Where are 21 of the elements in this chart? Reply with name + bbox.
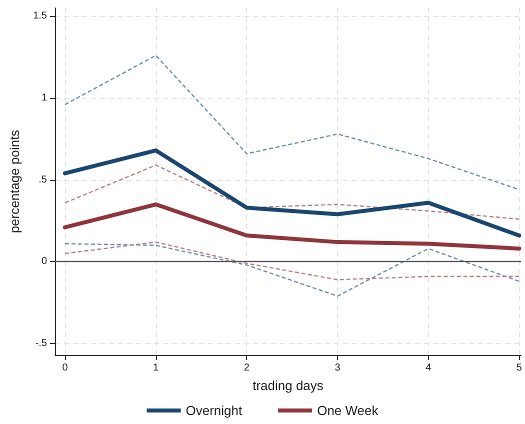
line-series <box>62 148 522 238</box>
x-tick-label: 4 <box>426 362 432 374</box>
y-tick-label: .5 <box>38 174 48 186</box>
line-series <box>64 54 520 190</box>
legend-label: Overnight <box>186 403 242 418</box>
legend-label: One Week <box>317 403 379 418</box>
line-series <box>62 202 522 251</box>
x-tick-label: 0 <box>62 362 68 374</box>
y-tick-label: 1 <box>41 92 48 104</box>
line-series <box>64 241 520 280</box>
x-tick-label: 3 <box>334 362 341 374</box>
y-tick-label: -.5 <box>35 338 48 350</box>
y-axis-title: percentage points <box>7 129 22 234</box>
x-tick-label: 1 <box>153 362 160 374</box>
y-tick-label: 0 <box>41 256 48 268</box>
x-tick-label: 2 <box>244 362 250 374</box>
line-series <box>64 243 520 297</box>
x-axis-title: trading days <box>252 378 324 393</box>
line-series <box>64 164 520 220</box>
y-tick-label: 1.5 <box>33 10 48 22</box>
x-tick-label: 5 <box>516 362 522 374</box>
